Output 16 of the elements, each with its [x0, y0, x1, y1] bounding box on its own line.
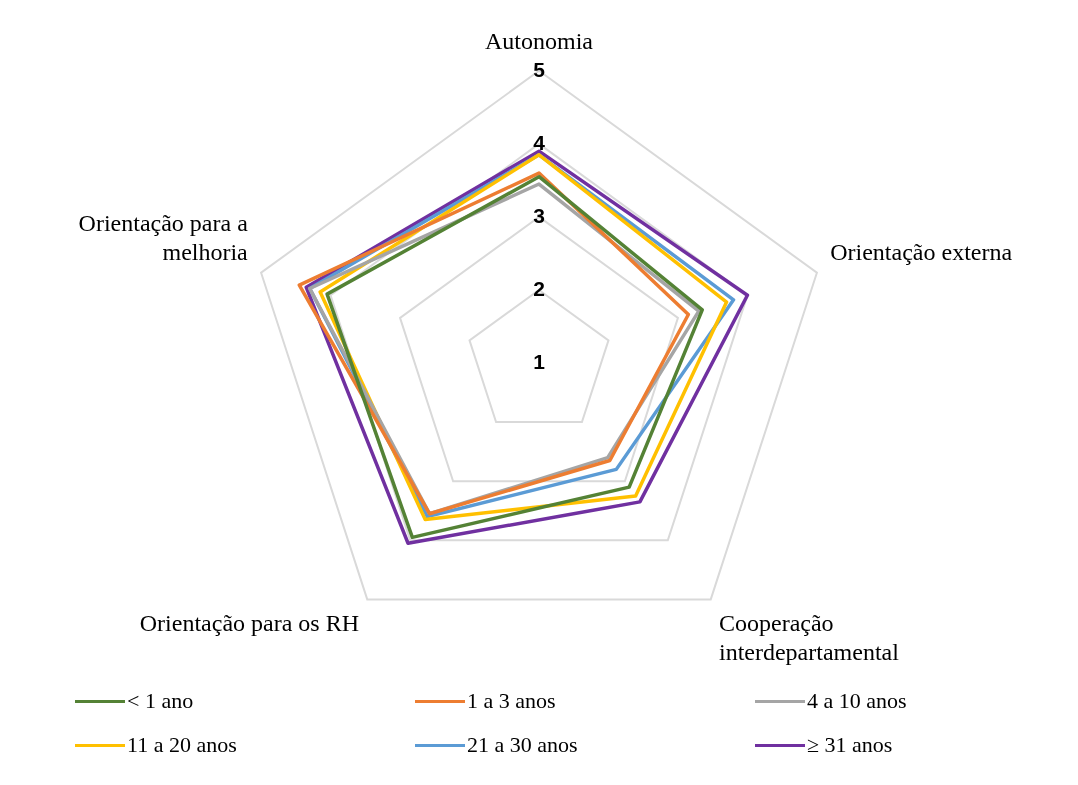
y-tick-label: 2: [533, 276, 545, 300]
spoke-label: Cooperação interdepartamental: [718, 610, 900, 666]
y-tick-label: 3: [533, 203, 545, 227]
legend-label: 21 a 30 anos: [467, 732, 578, 758]
legend-label: 4 a 10 anos: [807, 688, 907, 714]
legend-label: < 1 ano: [127, 688, 194, 714]
legend-label: 1 a 3 anos: [467, 688, 556, 714]
y-tick-label: 5: [533, 57, 546, 81]
spoke-label: Orientação para a melhoria: [78, 210, 249, 266]
spoke-label: Orientação para os RH: [139, 610, 360, 637]
y-tick-label: 4: [533, 130, 546, 154]
legend-label: ≥ 31 anos: [807, 732, 893, 758]
spoke-label: Autonomia: [485, 27, 594, 54]
spoke-label: Orientação externa: [830, 239, 1013, 266]
legend-label: 11 a 20 anos: [127, 732, 237, 758]
y-tick-label: 1: [533, 349, 546, 373]
